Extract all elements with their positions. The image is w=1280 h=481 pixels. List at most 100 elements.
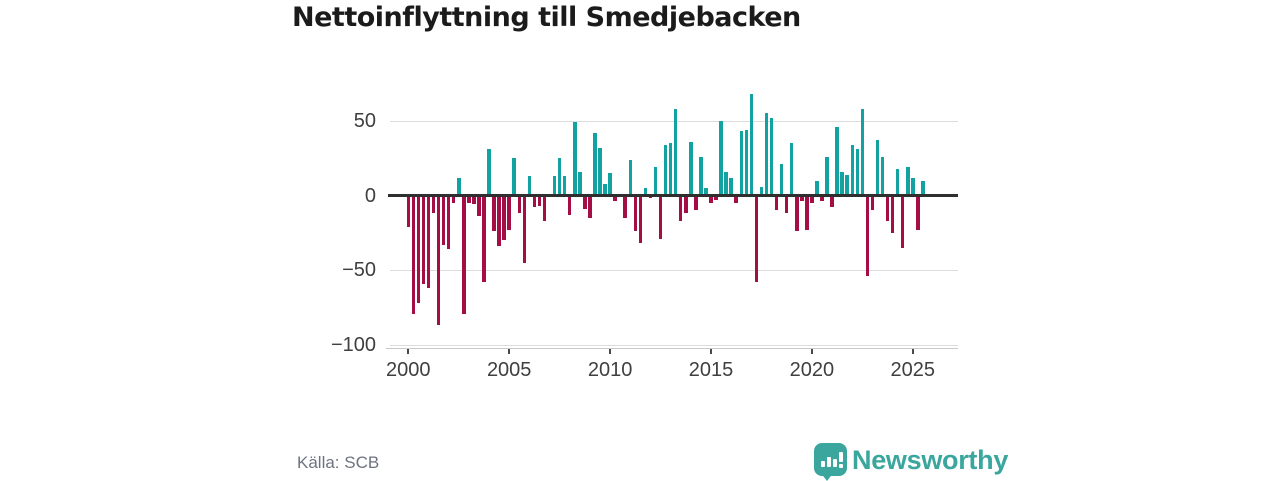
bar-positive: [911, 177, 915, 196]
x-axis-tick: [508, 348, 511, 354]
bar-positive: [487, 149, 491, 196]
bar-positive: [835, 126, 839, 196]
bar-negative: [522, 195, 527, 263]
bar-positive: [573, 122, 577, 196]
bar-positive: [921, 180, 925, 196]
bar-positive: [552, 176, 557, 196]
bar-negative: [820, 195, 824, 202]
bar-negative: [774, 195, 779, 211]
bar-negative: [714, 195, 718, 200]
bar-negative: [865, 195, 870, 277]
bar-positive: [593, 132, 597, 196]
gridline: [390, 344, 958, 346]
bar-positive: [699, 156, 703, 196]
bar-negative: [502, 195, 506, 241]
bar-positive: [608, 173, 612, 196]
bar-negative: [537, 195, 542, 206]
bar-negative: [658, 195, 663, 239]
bar-negative: [684, 195, 688, 214]
bar-positive: [850, 144, 854, 196]
bar-negative: [497, 195, 501, 247]
bar-negative: [542, 195, 547, 221]
source-note: Källa: SCB: [297, 453, 380, 472]
bar-negative: [567, 195, 572, 215]
bar-negative: [870, 195, 875, 211]
bar-negative: [805, 195, 809, 230]
x-axis-tick: [911, 348, 914, 354]
bar-negative: [583, 195, 587, 209]
y-tick-label: −100: [330, 333, 376, 356]
bar-positive: [704, 188, 708, 196]
bar-negative: [916, 195, 920, 230]
bar-positive: [598, 147, 602, 196]
bar-positive: [512, 158, 516, 196]
bar-positive: [789, 143, 794, 196]
bar-positive: [729, 177, 733, 196]
x-tick-label: 2025: [890, 359, 936, 381]
bar-negative: [800, 195, 804, 202]
gridline: [390, 270, 958, 272]
bar-positive: [860, 108, 865, 196]
bar-negative: [709, 195, 713, 203]
bar-positive: [895, 168, 900, 196]
bar-negative: [532, 195, 537, 208]
bar-positive: [825, 156, 829, 196]
x-tick-label: 2010: [587, 359, 633, 381]
bar-positive: [527, 176, 532, 196]
bar-positive: [739, 131, 744, 196]
bar-negative: [678, 195, 683, 221]
zero-baseline: [388, 194, 958, 197]
bar-negative: [638, 195, 643, 244]
bar-negative: [623, 195, 627, 218]
bar-negative: [472, 195, 476, 205]
bar-negative: [810, 195, 814, 203]
bar-negative: [482, 195, 486, 283]
bar-negative: [784, 195, 789, 214]
newsworthy-wordmark: Newsworthy: [852, 445, 1009, 475]
bar-negative: [446, 195, 451, 250]
bar-positive: [744, 129, 749, 196]
bar-positive: [457, 177, 461, 196]
bar-positive: [673, 108, 678, 196]
bar-positive: [724, 171, 728, 196]
bar-negative: [900, 195, 905, 248]
bar-positive: [764, 113, 769, 196]
bar-negative: [492, 195, 496, 232]
bar-positive: [875, 140, 880, 196]
bar-negative: [517, 195, 522, 214]
bar-negative: [462, 195, 466, 314]
bar-negative: [885, 195, 890, 221]
bar-negative: [441, 195, 446, 245]
x-tick-label: 2015: [688, 359, 734, 381]
bar-negative: [477, 195, 481, 217]
bar-negative: [795, 195, 799, 232]
x-tick-label: 2005: [486, 359, 532, 381]
x-axis-tick: [810, 348, 813, 354]
bar-positive: [719, 120, 723, 196]
bar-positive: [578, 171, 582, 196]
y-tick-label: 0: [364, 184, 376, 207]
logo-chart-bar: [821, 461, 825, 467]
bar-negative: [613, 195, 617, 202]
bar-positive: [749, 93, 754, 196]
bar-negative: [406, 195, 411, 227]
bar-positive: [845, 174, 849, 196]
x-axis-tick: [407, 348, 410, 354]
bar-negative: [694, 195, 698, 211]
x-axis-line: [386, 348, 958, 349]
bar-negative: [734, 195, 738, 203]
bar-positive: [603, 183, 607, 196]
logo-chart-bar: [827, 457, 831, 467]
logo-exclamation-icon: [839, 452, 843, 462]
x-tick-label: 2020: [789, 359, 835, 381]
y-tick-label: −50: [342, 259, 376, 282]
bar-positive: [663, 144, 668, 196]
bar-positive: [880, 156, 885, 196]
bar-negative: [754, 195, 759, 283]
newsworthy-bubble-icon: [814, 443, 847, 476]
bar-negative: [416, 195, 421, 304]
bar-positive: [643, 188, 648, 196]
bar-positive: [815, 180, 819, 196]
logo-chart-bar: [833, 459, 837, 467]
bar-negative: [890, 195, 895, 233]
